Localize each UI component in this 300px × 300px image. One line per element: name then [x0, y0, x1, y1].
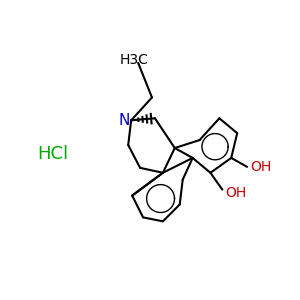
Text: OH: OH	[250, 160, 271, 174]
Text: H3C: H3C	[119, 53, 148, 67]
Text: OH: OH	[225, 186, 247, 200]
Text: N: N	[118, 113, 129, 128]
Text: HCl: HCl	[37, 146, 68, 164]
